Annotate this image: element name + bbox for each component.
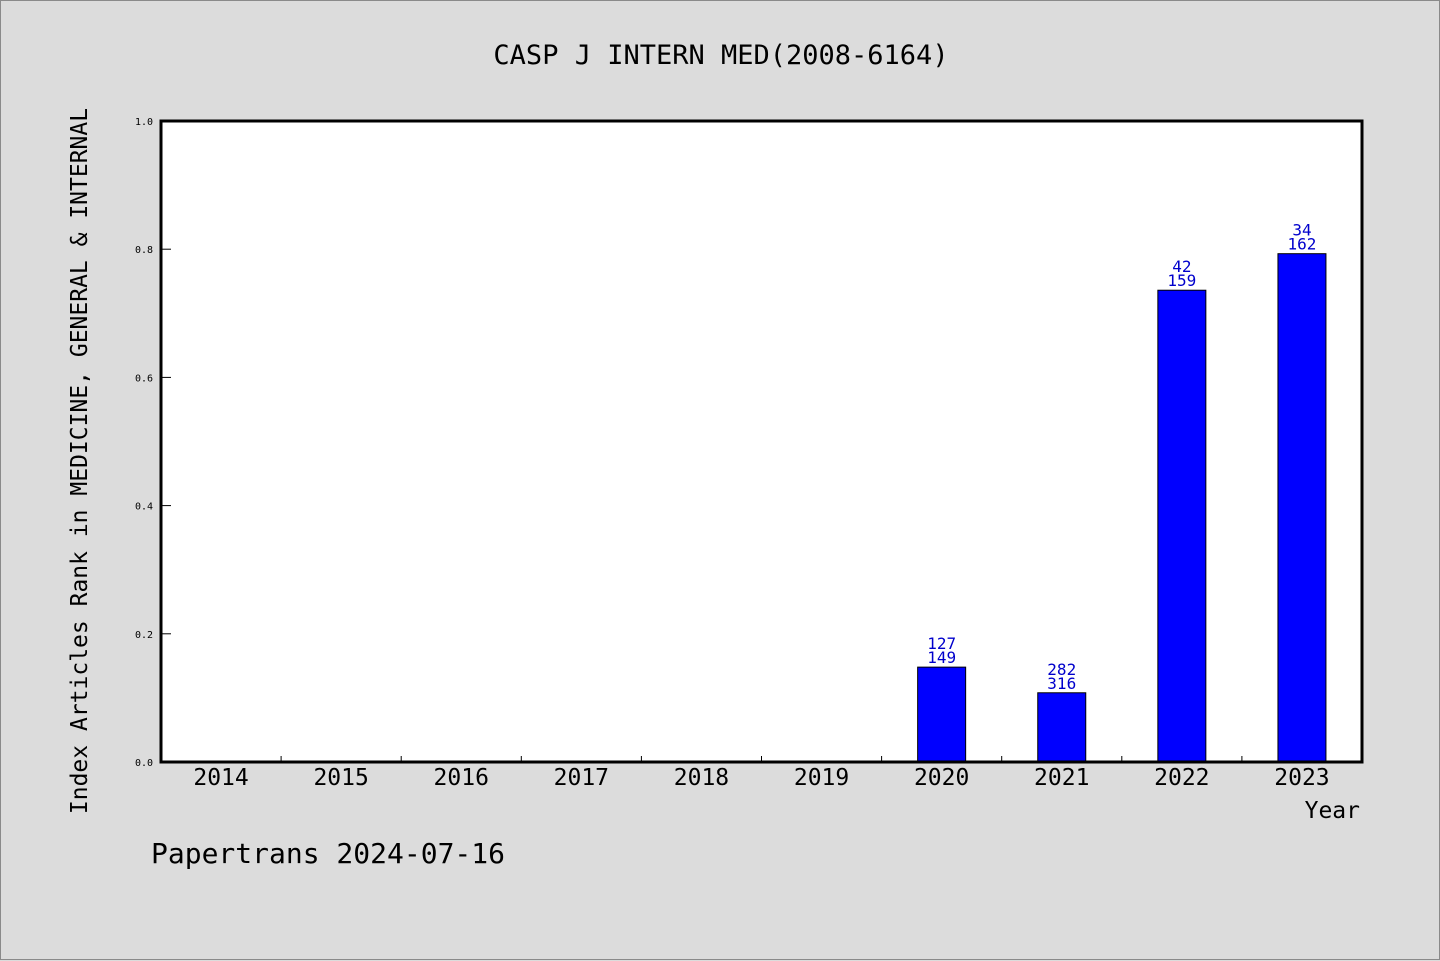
bar-label-bottom: 149: [927, 648, 956, 667]
y-tick-label: 0.0: [135, 758, 153, 769]
plot-border: [159, 119, 1364, 764]
bars: [917, 253, 1327, 763]
bar-label-top: 127: [927, 634, 956, 653]
y-tick-label: 0.4: [135, 502, 153, 513]
x-axis-label: Year: [1305, 798, 1360, 824]
y-tick-label: 0.6: [135, 373, 153, 384]
x-axis-ticks: 2014 2015 2016 2017 2018 2019 2020 2021 2022 2023: [193, 756, 1330, 791]
y-tick-label: 1.0: [135, 117, 153, 128]
bar-2022: [1157, 289, 1207, 763]
bar-label-top: 282: [1047, 660, 1076, 679]
x-tick-label: 2021: [1034, 765, 1089, 791]
x-tick-label: 2023: [1274, 765, 1329, 791]
y-tick-label: 0.2: [135, 630, 153, 641]
x-tick-label: 2017: [554, 765, 609, 791]
y-tick-label: 0.8: [135, 245, 153, 256]
bar-label-bottom: 159: [1167, 271, 1196, 290]
x-tick-label: 2020: [914, 765, 969, 791]
x-tick-label: 2018: [674, 765, 729, 791]
bar-label-top: 42: [1172, 257, 1191, 276]
y-axis-label: Index Articles Rank in MEDICINE, GENERAL…: [67, 108, 93, 814]
bar-2021: [1037, 692, 1087, 763]
chart-title: CASP J INTERN MED(2008-6164): [493, 40, 948, 71]
bar-label-bottom: 162: [1287, 235, 1316, 254]
bar-2020: [917, 666, 967, 763]
x-tick-label: 2016: [434, 765, 489, 791]
bar-label-top: 34: [1292, 221, 1311, 240]
x-tick-label: 2019: [794, 765, 849, 791]
footer-credit: Papertrans 2024-07-16: [151, 837, 505, 870]
x-tick-label: 2015: [313, 765, 368, 791]
x-tick-label: 2022: [1154, 765, 1209, 791]
bar-label-bottom: 316: [1047, 674, 1076, 693]
bar-2023: [1277, 253, 1327, 763]
x-tick-label: 2014: [193, 765, 248, 791]
